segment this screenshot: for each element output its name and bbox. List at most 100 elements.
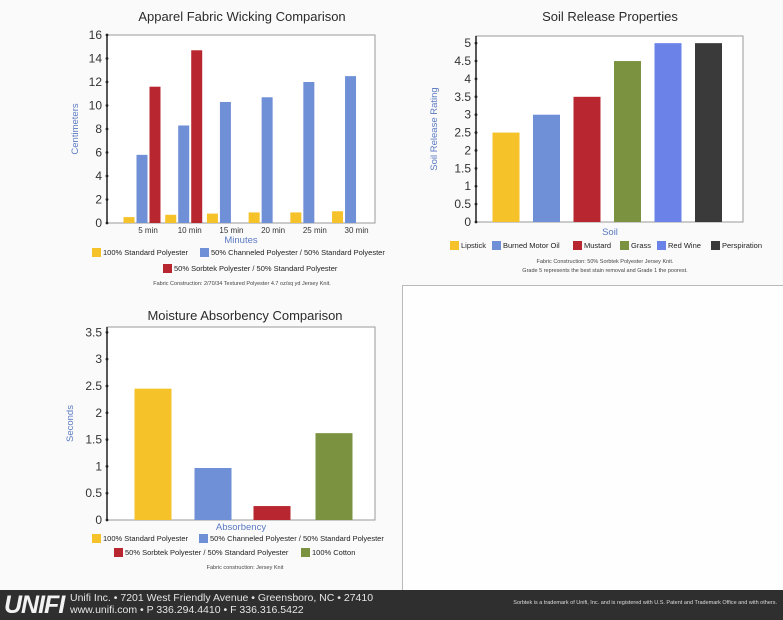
soil-y-tick: [474, 149, 478, 152]
wicking-y-tick-label: 14: [89, 52, 103, 66]
wicking-bar: [261, 97, 273, 223]
wicking-x-tick-label: 20 min: [261, 226, 285, 235]
legend-swatch-green: [620, 241, 629, 250]
wicking-bar: [136, 154, 148, 223]
address-line-2: www.unifi.com • P 336.294.4410 • F 336.3…: [70, 604, 304, 616]
wicking-bar: [345, 76, 357, 223]
legend-label: 50% Channeled Polyester / 50% Standard P…: [210, 534, 384, 543]
wicking-x-tick-label: 5 min: [138, 226, 158, 235]
soil-legend-grass: Grass: [620, 241, 651, 250]
wicking-bar: [165, 214, 177, 223]
soil-y-tick: [474, 77, 478, 81]
soil-y-tick-label: 4: [464, 72, 471, 86]
legend-swatch-blue: [200, 248, 209, 257]
legend-label: Red Wine: [668, 241, 701, 250]
address-line-1: Unifi Inc. • 7201 West Friendly Avenue •…: [70, 592, 374, 604]
legend-swatch-bright-blue: [657, 241, 666, 250]
legend-label: Grass: [631, 241, 652, 250]
soil-note-construction: Fabric Construction: 50% Sorbtek Polyest…: [536, 259, 674, 265]
soil-y-tick-label: 0.5: [454, 197, 471, 211]
soil-y-tick-label: 0: [464, 215, 471, 229]
wicking-y-tick-label: 8: [95, 122, 102, 136]
wicking-bar: [248, 212, 260, 223]
blank-panel: [402, 285, 783, 591]
wicking-bar: [303, 82, 315, 223]
wicking-x-axis-label: Minutes: [224, 235, 258, 246]
wicking-bar: [191, 50, 203, 224]
moisture-y-tick: [105, 411, 109, 415]
footer-bar: UNIFI Unifi Inc. • 7201 West Friendly Av…: [0, 590, 783, 620]
wicking-x-tick-label: 15 min: [219, 226, 243, 235]
moisture-bar: [134, 388, 172, 520]
wicking-y-tick-label: 2: [95, 193, 102, 207]
soil-bar: [573, 96, 601, 222]
soil-y-tick: [474, 166, 478, 170]
soil-chart-title: Soil Release Properties: [542, 9, 678, 24]
wicking-y-tick: [105, 221, 109, 225]
company-address: Unifi Inc. • 7201 West Friendly Avenue •…: [70, 592, 373, 616]
wicking-y-tick: [105, 198, 109, 201]
moisture-y-tick-label: 1: [95, 459, 102, 473]
wicking-y-tick: [105, 174, 109, 178]
wicking-y-tick-label: 0: [95, 216, 102, 230]
wicking-y-tick: [105, 80, 109, 84]
legend-swatch-yellow: [92, 248, 101, 257]
wicking-note: Fabric Construction: 2/70/34 Textured Po…: [153, 281, 331, 287]
wicking-bar: [149, 86, 161, 223]
legend-swatch-green: [301, 548, 310, 557]
legend-label: Mustard: [584, 241, 612, 250]
moisture-y-tick-label: 2.5: [85, 379, 102, 393]
legend-label: 50% Sorbtek Polyester / 50% Standard Pol…: [125, 548, 289, 557]
wicking-bar: [178, 125, 190, 223]
moisture-y-tick: [105, 518, 109, 522]
moisture-bar: [194, 467, 232, 520]
moisture-y-tick: [105, 491, 109, 495]
wicking-x-tick-label: 10 min: [178, 226, 202, 235]
legend-label: Lipstick: [461, 241, 487, 250]
soil-bar: [533, 114, 560, 222]
soil-legend-perspiration: Perspiration: [711, 241, 762, 250]
moisture-x-axis-label: Absorbency: [216, 522, 266, 533]
trademark-notice: Sorbtek is a trademark of Unifi, Inc. an…: [513, 600, 777, 606]
soil-y-tick: [474, 220, 478, 224]
legend-label: 50% Sorbtek Polyester / 50% Standard Pol…: [174, 264, 338, 273]
wicking-legend-standard: 100% Standard Polyester: [92, 248, 188, 257]
soil-y-tick-label: 3: [464, 108, 471, 122]
wicking-bar: [206, 213, 218, 223]
moisture-y-tick-label: 2: [95, 406, 102, 420]
wicking-bar: [123, 217, 135, 223]
moisture-y-tick: [105, 438, 109, 441]
moisture-chart-title: Moisture Absorbency Comparison: [147, 308, 343, 323]
moisture-bar: [315, 433, 353, 520]
unifi-logo: UNIFI: [4, 591, 65, 619]
moisture-y-tick: [105, 464, 109, 468]
soil-legend-red-wine: Red Wine: [657, 241, 701, 250]
legend-swatch-yellow: [450, 241, 459, 250]
soil-y-tick-label: 4.5: [454, 54, 471, 68]
legend-swatch-dark: [711, 241, 720, 250]
moisture-y-tick-label: 0.5: [85, 486, 102, 500]
soil-bar: [654, 43, 682, 223]
soil-y-tick-label: 2.5: [454, 126, 471, 140]
wicking-x-tick-label: 25 min: [303, 226, 327, 235]
soil-y-tick: [474, 41, 478, 45]
soil-y-tick: [474, 95, 478, 99]
legend-label: 100% Cotton: [312, 548, 356, 557]
soil-y-tick: [474, 202, 478, 206]
soil-bar: [492, 132, 520, 222]
wicking-bar: [290, 212, 302, 223]
soil-bar: [614, 61, 641, 223]
wicking-x-tick-label: 30 min: [345, 226, 369, 235]
moisture-y-tick-label: 0: [95, 513, 102, 527]
wicking-y-tick-label: 4: [95, 169, 102, 183]
moisture-legend-cotton: 100% Cotton: [301, 548, 355, 557]
legend-label: 50% Channeled Polyester / 50% Standard P…: [211, 248, 385, 257]
soil-y-tick-label: 1: [464, 179, 471, 193]
legend-swatch-red: [163, 264, 172, 273]
soil-note-grade: Grade 5 represents the best stain remova…: [522, 268, 688, 274]
soil-y-tick-label: 5: [464, 36, 471, 50]
legend-swatch-red: [114, 548, 123, 557]
wicking-bar: [332, 211, 344, 223]
legend-swatch-yellow: [92, 534, 101, 543]
soil-legend-mustard: Mustard: [573, 241, 611, 250]
